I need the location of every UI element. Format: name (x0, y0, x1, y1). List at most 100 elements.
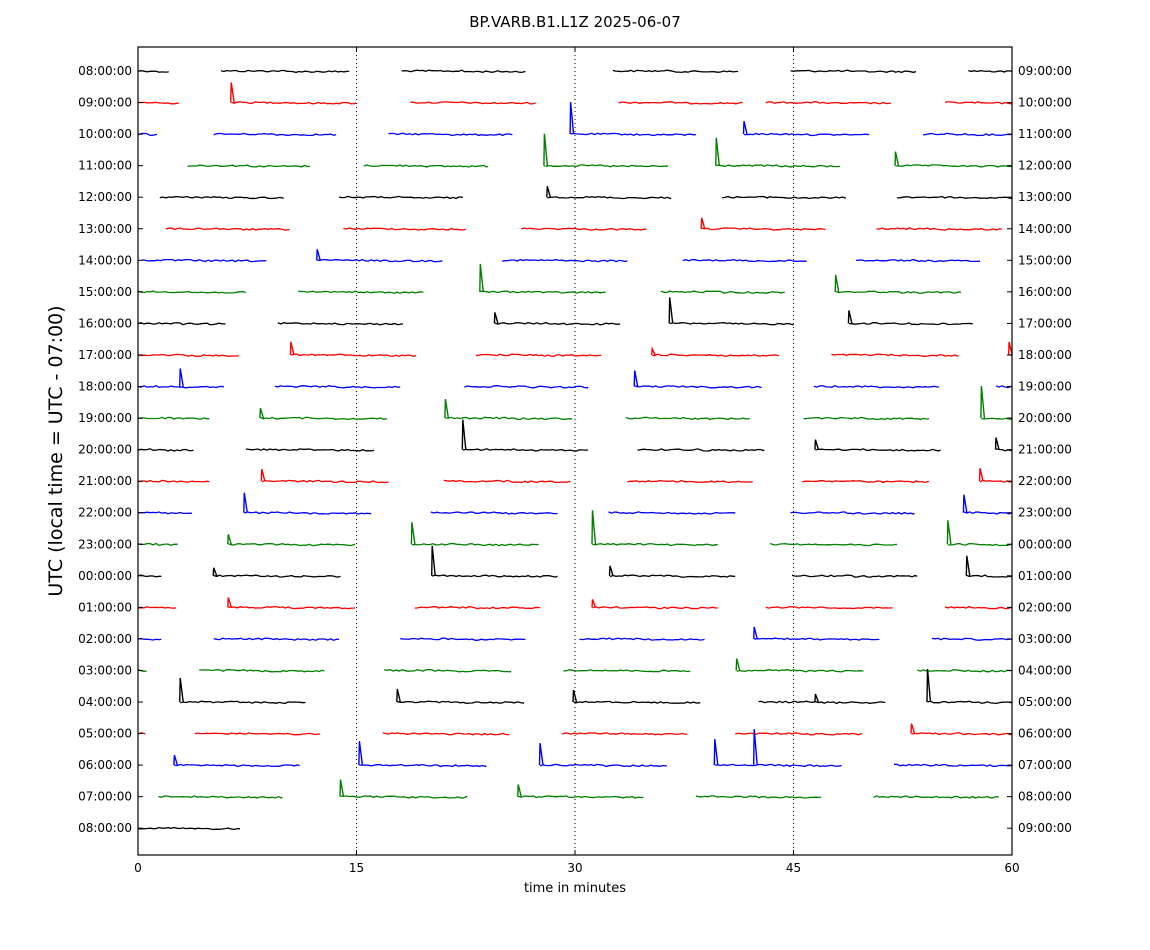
trace-segment (518, 795, 644, 799)
right-time-label: 23:00:00 (1018, 506, 1072, 520)
left-time-label: 05:00:00 (78, 727, 132, 741)
trace-segment (298, 290, 424, 294)
trace-segment (410, 101, 536, 105)
trace-segment (758, 700, 886, 705)
trace-segment (573, 700, 701, 704)
trace-segment (634, 385, 762, 389)
right-time-label: 03:00:00 (1018, 632, 1072, 646)
trace-spike (179, 677, 184, 703)
trace-spike (396, 688, 401, 703)
x-tick-label: 15 (349, 861, 364, 875)
left-time-label: 04:00:00 (78, 695, 132, 709)
trace-segment (765, 101, 892, 105)
trace-spike (431, 545, 436, 576)
right-time-label: 00:00:00 (1018, 537, 1072, 551)
trace-segment (570, 132, 696, 137)
left-time-label: 13:00:00 (78, 222, 132, 236)
trace-segment (618, 101, 743, 105)
trace-segment (627, 479, 753, 484)
x-axis-label: time in minutes (524, 881, 626, 896)
trace-segment (174, 763, 300, 768)
right-time-label: 07:00:00 (1018, 758, 1072, 772)
trace-segment (579, 637, 705, 641)
trace-segment (947, 542, 1013, 547)
trace-segment (137, 416, 210, 420)
trace-spike (980, 386, 986, 419)
right-time-label: 09:00:00 (1018, 64, 1072, 78)
trace-segment (931, 637, 1013, 641)
trace-spike (230, 82, 235, 103)
trace-segment (714, 763, 842, 768)
trace-spike (978, 468, 984, 482)
trace-segment (701, 227, 826, 231)
x-tick-label: 45 (786, 861, 801, 875)
trace-segment (721, 195, 847, 200)
left-time-label: 23:00:00 (78, 537, 132, 551)
trace-segment (927, 700, 1013, 705)
trace-segment (652, 353, 780, 357)
trace-segment (274, 385, 401, 389)
trace-segment (791, 574, 918, 578)
trace-spike (735, 658, 741, 671)
right-time-label: 05:00:00 (1018, 695, 1072, 709)
trace-spike (753, 729, 758, 766)
trace-segment (802, 479, 930, 484)
trace-segment (388, 132, 513, 137)
trace-segment (944, 101, 1013, 105)
trace-segment (765, 605, 893, 610)
trace-segment (231, 101, 357, 105)
trace-spike (260, 469, 266, 482)
trace-segment (609, 574, 736, 578)
trace-segment (138, 101, 179, 105)
trace-spike (546, 186, 551, 198)
trace-segment (228, 543, 356, 547)
trace-segment (876, 227, 1002, 231)
trace-segment (968, 69, 1013, 73)
left-time-label: 15:00:00 (78, 285, 132, 299)
trace-spike (946, 520, 952, 545)
right-time-label: 04:00:00 (1018, 663, 1072, 677)
trace-spike (753, 626, 758, 640)
trace-segment (199, 669, 325, 673)
left-time-label: 17:00:00 (78, 348, 132, 362)
trace-spike (479, 263, 484, 292)
right-time-label: 15:00:00 (1018, 253, 1072, 267)
x-tick-label: 0 (134, 861, 142, 875)
trace-spike (243, 492, 248, 513)
trace-segment (443, 479, 571, 484)
trace-segment (228, 605, 356, 610)
trace-segment (317, 258, 443, 263)
trace-spike (894, 151, 900, 166)
right-time-label: 12:00:00 (1018, 159, 1072, 173)
trace-segment (165, 227, 290, 231)
trace-spike (910, 723, 916, 734)
trace-segment (695, 795, 822, 799)
trace-spike (538, 743, 544, 766)
trace-segment (592, 542, 718, 547)
x-tick-label: 60 (1004, 861, 1019, 875)
trace-segment (137, 290, 246, 294)
trace-spike (814, 693, 820, 703)
trace-spike (316, 249, 321, 261)
trace-segment (561, 732, 688, 736)
left-time-label: 18:00:00 (78, 380, 132, 394)
trace-segment (831, 353, 959, 357)
trace-segment (220, 69, 350, 74)
trace-spike (651, 346, 656, 356)
trace-segment (137, 322, 226, 326)
trace-segment (397, 700, 525, 704)
right-time-label: 17:00:00 (1018, 316, 1072, 330)
right-time-label: 13:00:00 (1018, 190, 1072, 204)
x-tick-label: 30 (567, 861, 582, 875)
left-time-label: 12:00:00 (78, 190, 132, 204)
trace-segment (911, 732, 1013, 736)
trace-segment (682, 258, 807, 263)
trace-segment (382, 732, 510, 736)
right-time-label: 08:00:00 (1018, 790, 1072, 804)
trace-segment (815, 448, 941, 452)
trace-segment (813, 384, 940, 389)
trace-segment (338, 195, 464, 200)
trace-segment (736, 669, 864, 673)
trace-spike (569, 102, 575, 135)
trace-segment (430, 511, 558, 515)
